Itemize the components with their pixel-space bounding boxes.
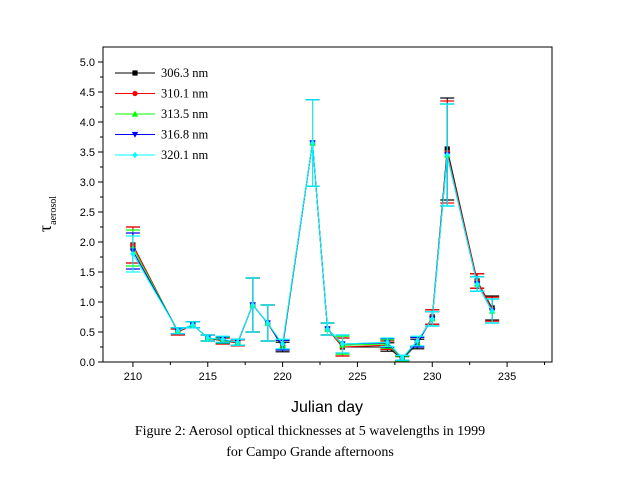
x-tick-label: 225 [348,371,366,383]
y-tick-label: 2.5 [80,207,95,219]
data-point [205,334,211,342]
legend-item: 313.5 nm [115,107,209,121]
y-tick-label: 4.5 [80,87,95,99]
legend: 306.3 nm 310.1 nm 313.5 nm 316.8 nm 320.1 nm [115,66,209,162]
y-tick-label: 0.5 [80,327,95,339]
aerosol-line-chart: 0.0 0.5 1.0 1.5 2.0 2.5 3.0 3.5 4.0 4.5 5.0 210 215… [35,46,553,416]
data-point [220,336,226,343]
figure-caption-line-1: Figure 2: Aerosol optical thicknesses at… [134,424,486,439]
legend-item: 310.1 nm [115,87,209,101]
legend-item: 320.1 nm [115,148,209,162]
legend-label: 306.3 nm [161,66,209,80]
data-point [280,340,286,348]
data-point [265,319,271,327]
legend-label: 313.5 nm [161,107,209,121]
legend-marker [132,90,138,97]
data-point [324,325,331,333]
y-tick-label: 1.0 [80,297,95,309]
y-axis-label-main: τ [35,225,55,232]
y-tick-label: 3.0 [80,177,95,189]
legend-marker [132,151,138,159]
y-tick-label: 2.0 [80,237,95,249]
legend-label: 320.1 nm [161,148,209,162]
data-point [429,315,435,322]
data-point [489,307,495,315]
x-tick-label: 235 [498,371,516,383]
x-tick-label: 230 [423,371,441,383]
data-point [309,139,316,147]
y-axis-label: τaerosol [35,196,59,232]
data-point [190,321,196,328]
y-tick-label: 4.0 [80,117,95,129]
y-tick-label: 0.0 [80,357,95,369]
data-point [175,327,181,334]
legend-marker [132,70,138,76]
legend-marker [131,131,139,138]
y-tick-label: 5.0 [80,57,95,69]
x-tick-label: 210 [124,371,142,383]
y-tick-label: 1.5 [80,267,95,279]
legend-item: 306.3 nm [115,66,209,80]
data-point [130,250,136,258]
y-axis-ticks: 0.0 0.5 1.0 1.5 2.0 2.5 3.0 3.5 4.0 4.5 5.0 [80,57,103,369]
x-tick-label: 220 [273,371,291,383]
x-axis-ticks: 210 215 220 225 230 235 [124,362,546,383]
data-point [474,280,480,288]
data-point [235,339,241,346]
x-axis-label: Julian day [291,399,363,416]
y-tick-label: 3.5 [80,147,95,159]
y-axis-label-sub: aerosol [48,196,59,225]
figure-caption-line-2: for Campo Grande afternoons [226,445,394,460]
legend-marker [131,110,139,117]
data-point [339,340,346,348]
svg-text:τaerosol: τaerosol [35,196,59,232]
data-point [384,339,390,346]
data-point [414,337,420,345]
data-point [399,354,405,361]
legend-item: 316.8 nm [115,128,209,142]
x-tick-label: 215 [199,371,217,383]
legend-label: 316.8 nm [161,128,209,142]
plot-frame [102,46,553,363]
series-layer [125,97,500,362]
legend-label: 310.1 nm [161,87,209,101]
series-5 [125,99,500,361]
data-point [250,301,256,309]
data-point [444,151,450,159]
